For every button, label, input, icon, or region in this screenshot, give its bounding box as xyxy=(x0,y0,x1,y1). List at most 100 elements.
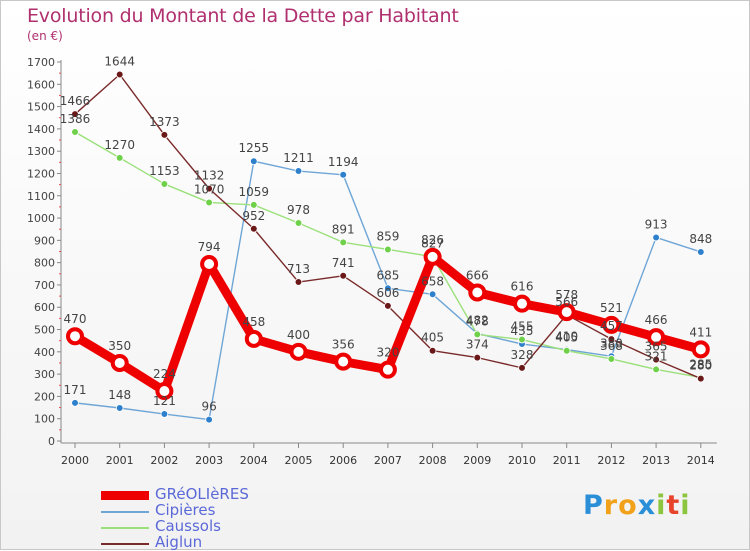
x-tick-label: 2008 xyxy=(419,454,447,467)
logo-letter: i xyxy=(656,490,667,521)
legend-swatch xyxy=(101,491,149,500)
data-point xyxy=(294,278,303,286)
data-point xyxy=(562,346,571,355)
data-label: 826 xyxy=(421,233,444,247)
data-label: 466 xyxy=(645,313,668,327)
data-label: 478 xyxy=(466,314,489,328)
data-label: 405 xyxy=(421,331,444,345)
data-label: 827 xyxy=(421,237,444,251)
data-label: 606 xyxy=(376,286,399,300)
data-point xyxy=(294,167,303,175)
data-label: 400 xyxy=(287,328,310,342)
data-label: 1132 xyxy=(194,169,225,183)
y-tick-label: 1200 xyxy=(27,167,55,180)
chart-title: Evolution du Montant de la Dette par Hab… xyxy=(27,5,459,27)
y-tick-label: 600 xyxy=(34,301,55,314)
data-label: 578 xyxy=(555,288,578,302)
data-label: 470 xyxy=(64,312,87,326)
logo-letter: x xyxy=(637,490,657,521)
y-tick-label: 0 xyxy=(48,435,55,448)
data-label: 521 xyxy=(600,301,623,315)
data-point xyxy=(205,184,213,193)
data-label: 458 xyxy=(242,315,265,329)
data-label: 566 xyxy=(555,295,578,309)
x-tick-label: 2001 xyxy=(106,454,134,467)
data-label: 1466 xyxy=(60,94,91,108)
proxiti-logo: Proxiti xyxy=(583,490,691,521)
x-tick-label: 2003 xyxy=(195,454,223,467)
data-point xyxy=(518,335,526,344)
data-label: 1153 xyxy=(149,164,180,178)
y-tick-label: 1700 xyxy=(27,56,55,69)
data-label: 1255 xyxy=(239,141,270,155)
data-point xyxy=(473,353,482,362)
y-tick-label: 200 xyxy=(34,390,55,403)
data-point xyxy=(115,404,124,412)
y-tick-label: 300 xyxy=(34,368,55,381)
data-label: 1211 xyxy=(283,151,314,165)
data-point xyxy=(71,110,79,118)
legend-swatch xyxy=(101,511,149,513)
y-tick-label: 800 xyxy=(34,257,55,270)
data-label: 1059 xyxy=(239,185,270,199)
data-label: 320 xyxy=(376,346,399,360)
data-point xyxy=(428,346,437,355)
y-tick-label: 1300 xyxy=(27,145,55,158)
data-point xyxy=(607,335,616,343)
logo-letter: o xyxy=(618,490,638,521)
data-label: 405 xyxy=(555,331,578,345)
data-label: 380 xyxy=(600,336,623,350)
x-tick-label: 2010 xyxy=(508,454,536,467)
data-point xyxy=(647,328,666,347)
data-point xyxy=(160,180,169,188)
legend-label: GRéOLIèRES xyxy=(155,485,249,503)
data-label: 435 xyxy=(511,324,534,338)
data-label: 96 xyxy=(201,400,216,414)
logo-letter: i xyxy=(680,490,691,521)
data-label: 1644 xyxy=(104,54,135,68)
data-point xyxy=(384,302,392,310)
data-label: 457 xyxy=(600,319,623,333)
data-label: 685 xyxy=(376,268,399,282)
data-label: 1070 xyxy=(194,182,225,196)
x-tick-label: 2006 xyxy=(329,454,357,467)
data-point xyxy=(691,340,710,359)
series-2 xyxy=(71,128,705,382)
data-point xyxy=(205,415,213,424)
data-point xyxy=(518,364,526,372)
legend-swatch xyxy=(101,527,149,529)
data-label: 1194 xyxy=(328,155,359,169)
data-point xyxy=(115,70,124,79)
data-point xyxy=(244,329,263,348)
x-tick-label: 2009 xyxy=(463,454,491,467)
data-point xyxy=(250,157,258,166)
y-tick-label: 1400 xyxy=(27,123,55,136)
data-point xyxy=(205,198,213,207)
y-tick-label: 400 xyxy=(34,346,55,359)
logo-letter: t xyxy=(666,490,681,521)
data-point xyxy=(652,355,660,364)
data-label: 455 xyxy=(511,320,534,334)
x-tick-label: 2012 xyxy=(597,454,625,467)
data-point xyxy=(384,284,392,293)
logo-letter: P xyxy=(583,490,604,521)
data-label: 666 xyxy=(466,269,489,283)
data-point xyxy=(294,219,303,227)
data-label: 952 xyxy=(242,209,265,223)
data-point xyxy=(250,224,258,233)
data-point xyxy=(71,399,79,407)
y-tick-label: 100 xyxy=(34,413,55,426)
data-label: 410 xyxy=(555,330,578,344)
data-point xyxy=(339,238,348,247)
data-point xyxy=(339,272,348,280)
x-tick-label: 2007 xyxy=(374,454,402,467)
data-label: 328 xyxy=(511,348,534,362)
data-label: 280 xyxy=(689,359,712,373)
data-point xyxy=(696,374,705,383)
legend-label: Cipières xyxy=(155,501,216,519)
x-tick-label: 2011 xyxy=(553,454,581,467)
data-point xyxy=(160,131,169,139)
data-label: 365 xyxy=(645,340,668,354)
